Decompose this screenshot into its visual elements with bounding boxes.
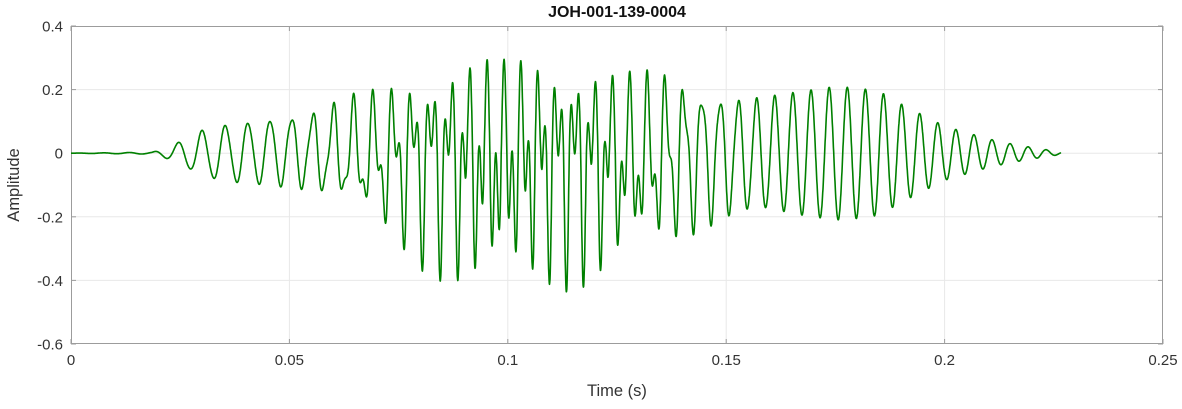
y-tick-label: -0.4 (37, 273, 63, 290)
y-tick-labels: 0.4 0.2 0 -0.2 -0.4 -0.6 (37, 19, 63, 354)
axis-tick-marks (70, 25, 1164, 345)
y-tick-label: 0.4 (42, 19, 63, 36)
x-tick-label: 0.25 (1148, 352, 1177, 369)
y-tick-label: -0.2 (37, 209, 63, 226)
x-tick-label: 0.1 (497, 352, 518, 369)
y-axis-label: Amplitude (5, 148, 23, 221)
y-tick-label: 0 (55, 146, 63, 163)
y-tick-label: 0.2 (42, 82, 63, 99)
grid-lines (71, 26, 1163, 344)
x-tick-label: 0.2 (934, 352, 955, 369)
x-axis-label: Time (s) (587, 382, 647, 400)
y-tick-label: -0.6 (37, 337, 63, 354)
x-tick-label: 0.15 (712, 352, 741, 369)
axis-box (71, 26, 1163, 344)
waveform-path (71, 58, 1062, 293)
x-tick-label: 0 (67, 352, 75, 369)
x-tick-labels: 0 0.05 0.1 0.15 0.2 0.25 (67, 352, 1178, 369)
x-tick-label: 0.05 (275, 352, 304, 369)
plot-title: JOH-001-139-0004 (548, 4, 686, 21)
